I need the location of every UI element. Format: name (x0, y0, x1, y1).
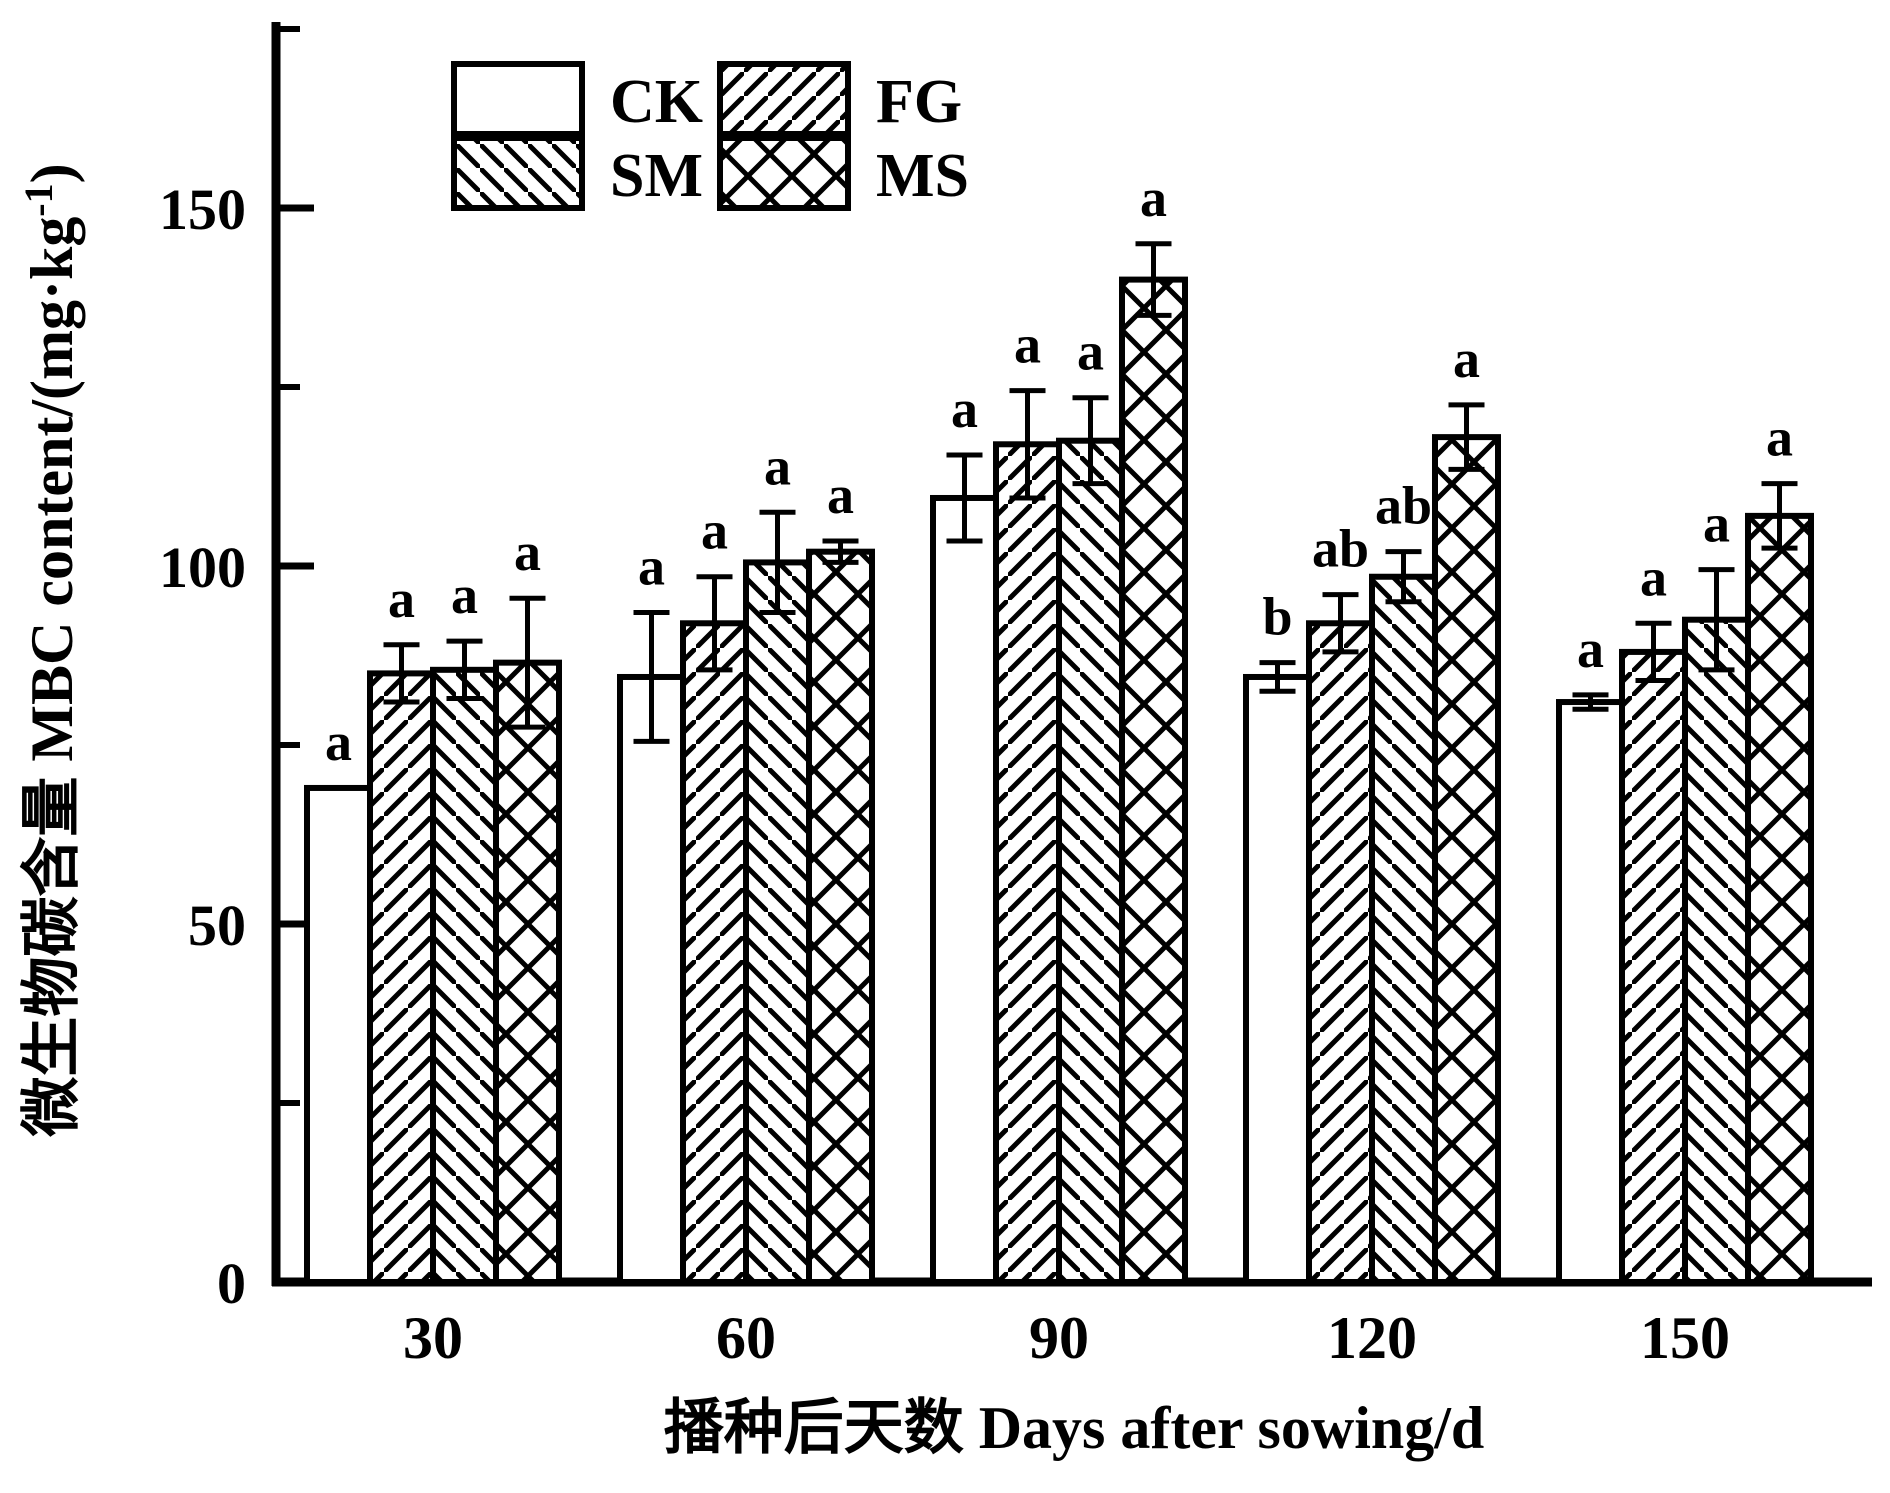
sig-letter-ck-120: b (1262, 587, 1292, 647)
y-tick-label: 0 (217, 1251, 246, 1316)
legend-swatch-sm (451, 135, 585, 211)
bar-sm-30 (430, 666, 499, 1285)
legend-label-ms: MS (876, 142, 969, 210)
x-tick-label: 150 (1640, 1305, 1730, 1371)
x-axis-title: 播种后天数 Days after sowing/d (664, 1395, 1485, 1461)
sig-letter-fg-60: a (701, 501, 728, 561)
bar-sm-150 (1682, 616, 1751, 1285)
x-tick-label: 90 (1029, 1305, 1089, 1371)
legend-swatch-fg (717, 61, 851, 137)
x-tick-label: 30 (403, 1305, 463, 1371)
bar-ck-120 (1243, 673, 1312, 1285)
sig-letter-ms-60: a (827, 465, 854, 525)
bar-sm-60 (743, 559, 812, 1285)
sig-letter-sm-120: ab (1375, 476, 1432, 536)
bar-fg-30 (367, 670, 436, 1285)
bar-ms-120 (1432, 434, 1501, 1285)
y-axis-title: 微生物碳含量 MBC content/(mg·kg-1) (16, 163, 85, 1137)
sig-letter-sm-90: a (1077, 322, 1104, 382)
bar-fg-60 (680, 620, 749, 1285)
sig-letter-ck-150: a (1577, 619, 1604, 679)
bar-ms-150 (1745, 512, 1814, 1285)
sig-letter-ms-120: a (1453, 329, 1480, 389)
bar-ck-60 (617, 673, 686, 1285)
sig-letter-sm-30: a (451, 565, 478, 625)
sig-letter-fg-30: a (388, 569, 415, 629)
y-tick-label: 150 (159, 177, 246, 242)
y-tick-label: 100 (159, 535, 246, 600)
sig-letter-ms-150: a (1766, 408, 1793, 468)
bar-ms-60 (806, 548, 875, 1285)
sig-letter-ms-30: a (514, 522, 541, 582)
x-tick-label: 60 (716, 1305, 776, 1371)
legend-swatch-ms (717, 135, 851, 211)
sig-letter-ck-30: a (325, 712, 352, 772)
bar-ms-90 (1119, 276, 1188, 1286)
bar-sm-90 (1056, 437, 1125, 1285)
bar-fg-120 (1306, 620, 1375, 1285)
bar-ck-150 (1556, 699, 1625, 1285)
bar-ms-30 (493, 659, 562, 1285)
x-tick-label: 120 (1327, 1305, 1417, 1371)
bar-sm-120 (1369, 573, 1438, 1285)
bar-fg-90 (993, 441, 1062, 1285)
y-tick-label: 50 (188, 893, 246, 958)
sig-letter-sm-150: a (1703, 494, 1730, 554)
sig-letter-fg-90: a (1014, 315, 1041, 375)
legend-label-sm: SM (610, 142, 703, 210)
sig-letter-sm-60: a (764, 436, 791, 496)
legend-swatch-ck (451, 61, 585, 137)
sig-letter-ms-90: a (1140, 168, 1167, 228)
bar-ck-90 (930, 494, 999, 1286)
sig-letter-ck-90: a (951, 379, 978, 439)
legend-label-fg: FG (876, 68, 962, 136)
bar-fg-150 (1619, 648, 1688, 1285)
sig-letter-fg-150: a (1640, 547, 1667, 607)
legend-label-ck: CK (610, 68, 703, 136)
sig-letter-fg-120: ab (1312, 519, 1369, 579)
bar-ck-30 (304, 784, 373, 1286)
sig-letter-ck-60: a (638, 537, 665, 597)
